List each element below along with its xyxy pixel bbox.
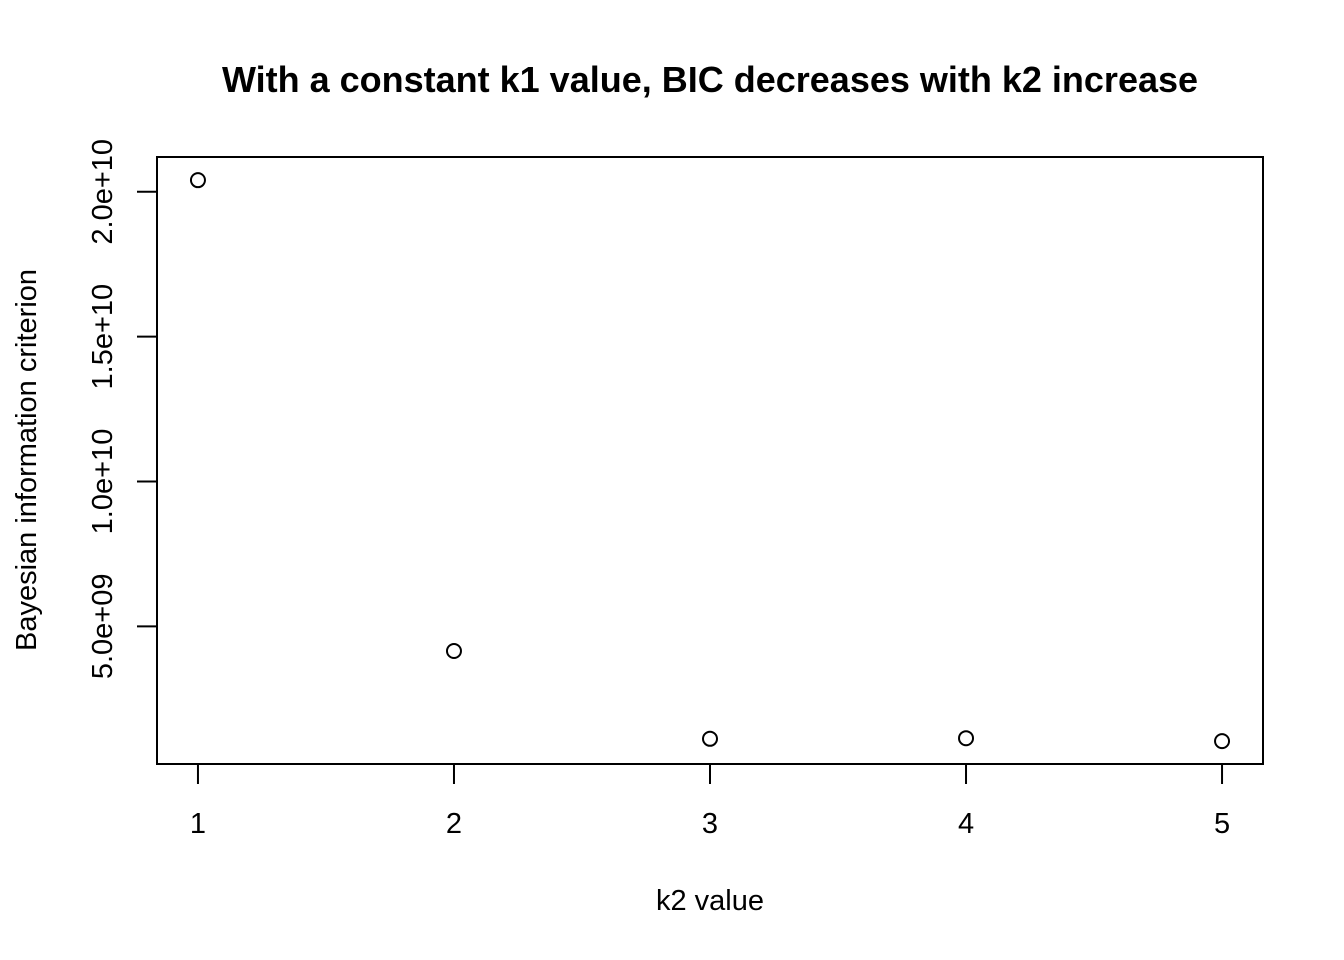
x-axis-label: k2 value: [656, 885, 764, 917]
x-tick-label: 1: [190, 808, 206, 840]
y-tick-label: 2.0e+10: [87, 139, 119, 245]
x-tick-label: 3: [702, 808, 718, 840]
data-points: [189, 172, 1231, 750]
x-tick-label: 5: [1214, 808, 1230, 840]
plot-frame: [156, 156, 1264, 765]
y-tick-label: 1.5e+10: [87, 284, 119, 390]
data-point: [445, 643, 462, 660]
x-tick-label: 4: [958, 808, 974, 840]
chart-title: With a constant k1 value, BIC decreases …: [222, 59, 1198, 100]
y-axis-ticks: 5.0e+09 1.0e+10 1.5e+10 2.0e+10: [87, 139, 157, 679]
data-point: [958, 730, 975, 747]
data-point: [189, 172, 206, 189]
x-tick-label: 2: [446, 808, 462, 840]
data-point: [702, 730, 718, 747]
x-axis-ticks: 1 2 3 4 5: [190, 764, 1230, 840]
y-tick-label: 5.0e+09: [87, 574, 119, 680]
data-point: [1214, 733, 1231, 750]
y-tick-label: 1.0e+10: [87, 429, 119, 535]
y-axis-label: Bayesian information criterion: [11, 269, 43, 651]
